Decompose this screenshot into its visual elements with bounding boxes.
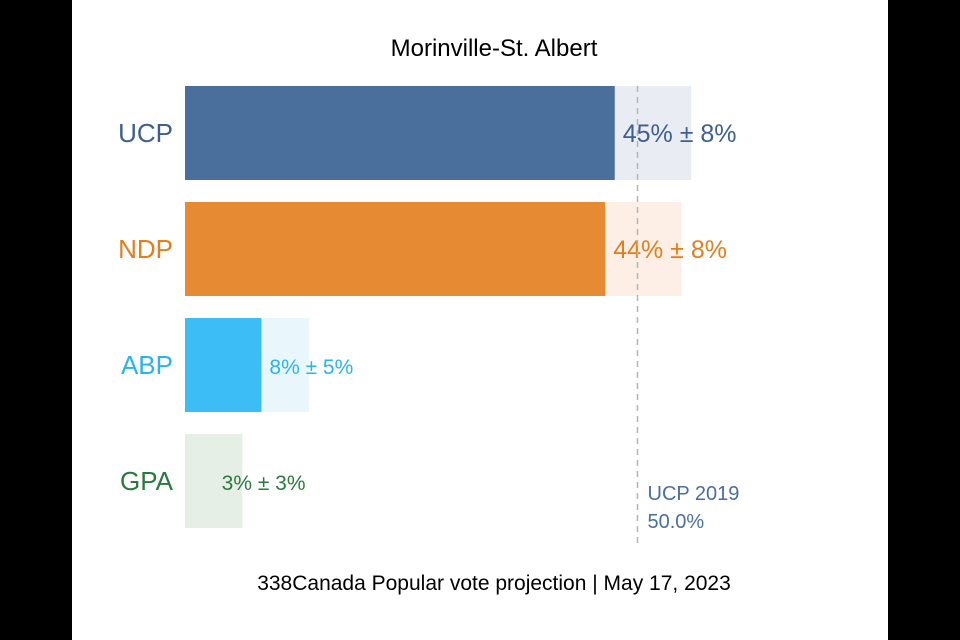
party-label-abp: ABP [121, 350, 173, 380]
bar-gpa [185, 434, 214, 528]
value-label-abp: 8% ± 5% [269, 356, 353, 379]
plot-area: UCP 45% ± 8% NDP 44% ± 8% ABP 8% ± 5% GPA 3% ± … [118, 86, 739, 546]
value-label-ndp: 44% ± 8% [613, 236, 727, 264]
reference-label-line1: UCP 2019 [648, 483, 740, 505]
chart-panel: Morinville-St. Albert UCP 45% ± 8% NDP 44% … [72, 0, 888, 640]
bar-ndp [185, 202, 606, 296]
party-label-ucp: UCP [118, 118, 173, 148]
reference-label-line2: 50.0% [648, 511, 705, 533]
chart-title: Morinville-St. Albert [391, 35, 598, 62]
bar-chart: Morinville-St. Albert UCP 45% ± 8% NDP 44% … [118, 35, 739, 595]
value-label-gpa: 3% ± 3% [222, 472, 306, 495]
party-label-gpa: GPA [120, 466, 174, 496]
bar-ucp [185, 86, 615, 180]
chart-footer: 338Canada Popular vote projection | May … [257, 572, 731, 595]
bar-abp [185, 318, 262, 412]
value-label-ucp: 45% ± 8% [623, 120, 737, 148]
party-label-ndp: NDP [118, 234, 173, 264]
